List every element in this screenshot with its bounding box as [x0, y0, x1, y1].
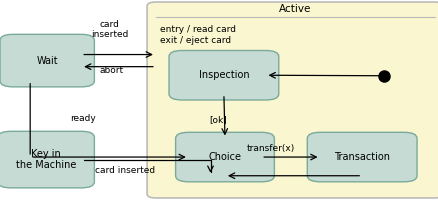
Text: Active: Active: [279, 4, 311, 14]
FancyBboxPatch shape: [169, 50, 278, 100]
FancyBboxPatch shape: [147, 2, 438, 198]
Text: Inspection: Inspection: [198, 70, 249, 80]
Text: Wait: Wait: [36, 56, 58, 66]
FancyBboxPatch shape: [175, 132, 274, 182]
Text: [ok]: [ok]: [209, 115, 227, 124]
FancyBboxPatch shape: [307, 132, 416, 182]
FancyBboxPatch shape: [0, 34, 94, 87]
Text: Key in
the Machine: Key in the Machine: [16, 149, 76, 170]
Text: card
inserted: card inserted: [91, 20, 128, 39]
FancyBboxPatch shape: [0, 131, 94, 188]
Text: transfer(x): transfer(x): [247, 144, 295, 153]
Text: Choice: Choice: [208, 152, 241, 162]
Text: Transaction: Transaction: [333, 152, 389, 162]
Text: entry / read card
exit / eject card: entry / read card exit / eject card: [160, 25, 236, 45]
Text: ready: ready: [71, 114, 96, 123]
Text: card inserted: card inserted: [95, 166, 155, 175]
Text: abort: abort: [99, 66, 123, 75]
